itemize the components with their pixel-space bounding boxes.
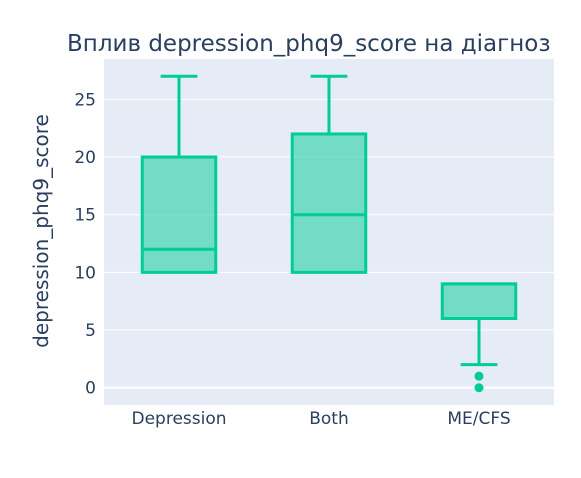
y-tick-label: 15 xyxy=(74,206,96,226)
y-tick-label: 20 xyxy=(74,148,96,168)
y-tick-label: 0 xyxy=(85,379,96,399)
iqr-box xyxy=(440,282,518,320)
box-series xyxy=(140,74,518,393)
y-tick-label: 25 xyxy=(74,90,96,110)
iqr-box xyxy=(290,132,368,274)
outlier-point xyxy=(474,383,484,393)
y-axis-label: depression_phq9_score xyxy=(29,114,53,348)
box-me-cfs xyxy=(440,282,518,393)
x-axis-ticks: Depression Both ME/CFS xyxy=(131,409,510,429)
chart-title: Вплив depression_phq9_score на діагноз xyxy=(67,31,551,57)
y-tick-label: 5 xyxy=(85,321,96,341)
box-both xyxy=(290,74,368,274)
box-depression xyxy=(140,74,218,274)
x-tick-label: ME/CFS xyxy=(447,409,510,429)
x-tick-label: Depression xyxy=(131,409,226,429)
y-tick-label: 10 xyxy=(74,263,96,283)
iqr-box xyxy=(140,155,218,274)
outlier-point xyxy=(474,371,484,381)
x-tick-label: Both xyxy=(309,409,349,429)
y-axis-ticks: 0 5 10 15 20 25 xyxy=(74,90,96,398)
